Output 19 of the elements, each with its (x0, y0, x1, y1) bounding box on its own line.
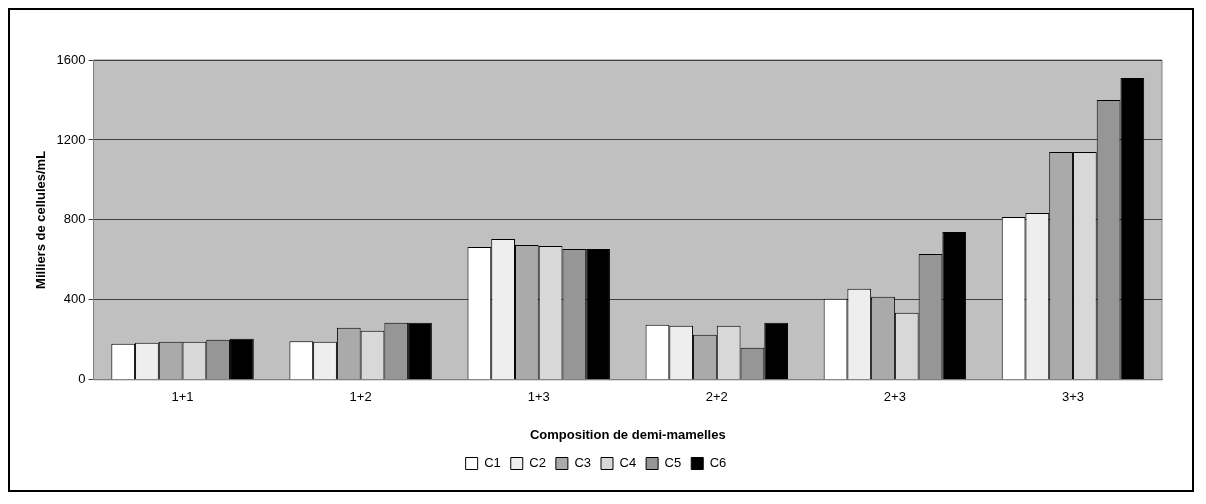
y-tick-label: 1600 (56, 51, 86, 67)
x-tick-label: 3+3 (1061, 389, 1084, 405)
legend-label: C1 (484, 455, 501, 471)
x-tick-label: 1+1 (171, 389, 194, 405)
x-tick-label: 2+2 (705, 389, 728, 405)
legend-label: C3 (574, 455, 592, 471)
y-tick-label: 400 (63, 291, 86, 307)
y-axis-title: Milliers de cellules/mL (33, 150, 49, 289)
legend-label: C6 (709, 455, 727, 471)
y-tick-label: 800 (63, 211, 86, 227)
legend-label: C2 (529, 455, 546, 471)
legend-label: C5 (664, 455, 682, 471)
y-tick-label: 0 (78, 371, 86, 387)
x-axis-title: Composition de demi-mamelles (529, 426, 726, 442)
x-tick-label: 1+3 (527, 389, 550, 405)
legend-label: C4 (619, 455, 637, 471)
y-tick-label: 1200 (56, 131, 86, 147)
x-tick-label: 2+3 (883, 389, 906, 405)
x-tick-label: 1+2 (349, 389, 372, 405)
